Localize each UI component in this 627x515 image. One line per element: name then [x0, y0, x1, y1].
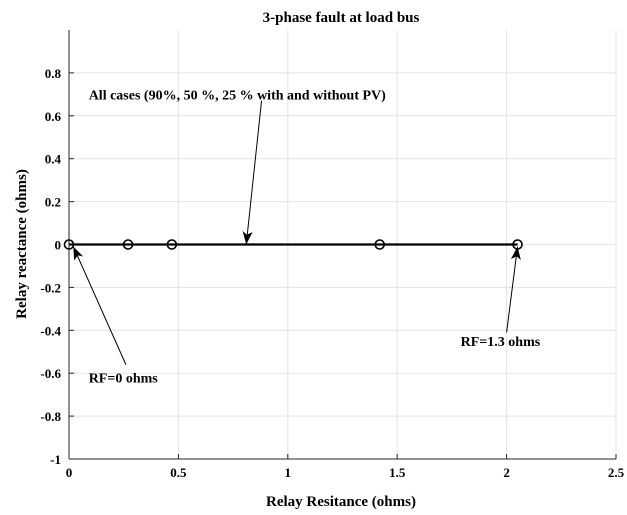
y-tick-label: 0	[55, 238, 62, 253]
annotation-label: RF=1.3 ohms	[461, 335, 541, 350]
annotation-arrowhead	[73, 246, 84, 261]
x-tick-label: 0.5	[170, 465, 187, 480]
series	[63, 239, 523, 250]
x-tick-label: 1.5	[389, 465, 406, 480]
annotation-arrow-line	[245, 100, 263, 245]
y-tick-label: 0.2	[45, 195, 61, 210]
annotation-label: All cases (90%, 50 %, 25 % with and with…	[89, 88, 386, 103]
ticks: 0 0.5 1 1.5 2 2.5 -1 -0.8 -0.6 -0.4 -0.2 0 0.2 0.4 0.6…	[40, 66, 624, 480]
y-tick-label: -0.2	[40, 280, 61, 295]
annotation-label: RF=0 ohms	[89, 371, 159, 386]
x-tick-label: 2	[503, 465, 510, 480]
x-tick-label: 0	[66, 465, 73, 480]
y-tick-label: 0.6	[45, 109, 62, 124]
annotations: All cases (90%, 50 %, 25 % with and with…	[72, 88, 541, 386]
y-tick-label: -0.6	[40, 366, 61, 381]
y-axis-title: Relay reactance (ohms)	[14, 169, 30, 319]
y-tick-label: 0.4	[45, 152, 62, 167]
y-tick-label: 0.8	[45, 66, 62, 81]
chart-title: 3-phase fault at load bus	[263, 10, 420, 26]
annotation-arrowhead	[510, 246, 521, 261]
data-point-marker	[63, 239, 75, 250]
x-tick-label: 2.5	[608, 465, 625, 480]
annotation-arrow-line	[506, 246, 519, 333]
annotation-arrow-line	[72, 246, 127, 365]
x-tick-label: 1	[285, 465, 292, 480]
data-point-marker	[374, 239, 385, 250]
data-point-marker	[166, 239, 178, 250]
y-tick-label: -0.4	[40, 323, 61, 338]
data-point-marker	[122, 239, 134, 250]
x-axis-title: Relay Resitance (ohms)	[266, 494, 416, 510]
y-tick-label: -1	[50, 452, 61, 467]
y-tick-label: -0.8	[40, 409, 61, 424]
annotation-arrowhead	[242, 231, 253, 245]
